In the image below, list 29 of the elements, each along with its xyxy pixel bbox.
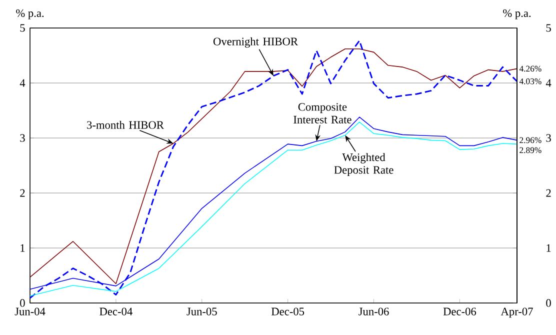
series-label: Composite Interest Rate	[294, 103, 352, 124]
data-label: 2.96%	[520, 137, 542, 144]
y-tick-label: 5	[20, 24, 25, 32]
x-tick-label: Jun-06	[358, 308, 389, 316]
y2-tick-label: 2	[546, 189, 551, 197]
y2-tick-label: 1	[546, 244, 551, 252]
x-tick-label: Dec-06	[443, 308, 476, 316]
y-axis-title: % p.a.	[16, 9, 44, 20]
x-tick-label: Dec-04	[100, 308, 132, 316]
x-tick-label: Jun-05	[186, 308, 217, 316]
data-label: 4.26%	[519, 66, 542, 72]
y2-tick-label: 0	[546, 299, 551, 307]
y2-tick-label: 3	[546, 134, 551, 142]
x-tick-label: Dec-05	[271, 308, 304, 316]
y2-axis-title: % p.a.	[503, 9, 531, 20]
data-label: 4.03%	[519, 78, 542, 84]
y2-tick-label: 4	[546, 79, 552, 87]
y-tick-label: 2	[20, 189, 25, 197]
y-tick-label: 3	[20, 134, 25, 142]
x-tick-label: Apr-07	[500, 308, 533, 318]
data-label: 2.89%	[520, 147, 542, 154]
series-label: Weighted Deposit Rate	[334, 153, 394, 176]
series-label: Overnight HIBOR	[213, 37, 298, 48]
y-tick-label: 1	[20, 244, 25, 252]
y-tick-label: 4	[20, 79, 26, 87]
series-label: 3-month HIBOR	[87, 120, 164, 129]
y-tick-label: 0	[20, 299, 25, 307]
y2-tick-label: 5	[546, 24, 551, 32]
x-tick-label: Jun-04	[14, 308, 46, 316]
